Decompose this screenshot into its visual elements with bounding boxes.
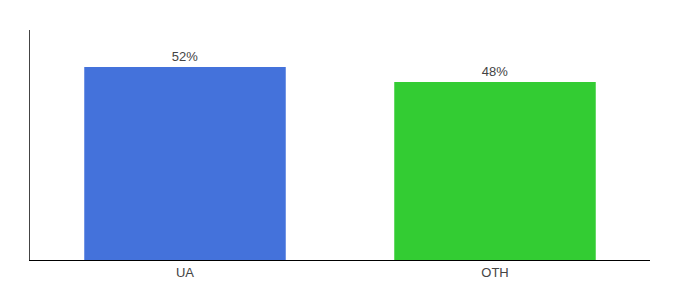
svg-text:48%: 48% <box>482 64 508 79</box>
svg-text:52%: 52% <box>172 49 198 64</box>
svg-text:OTH: OTH <box>481 265 508 280</box>
svg-text:UA: UA <box>176 265 194 280</box>
